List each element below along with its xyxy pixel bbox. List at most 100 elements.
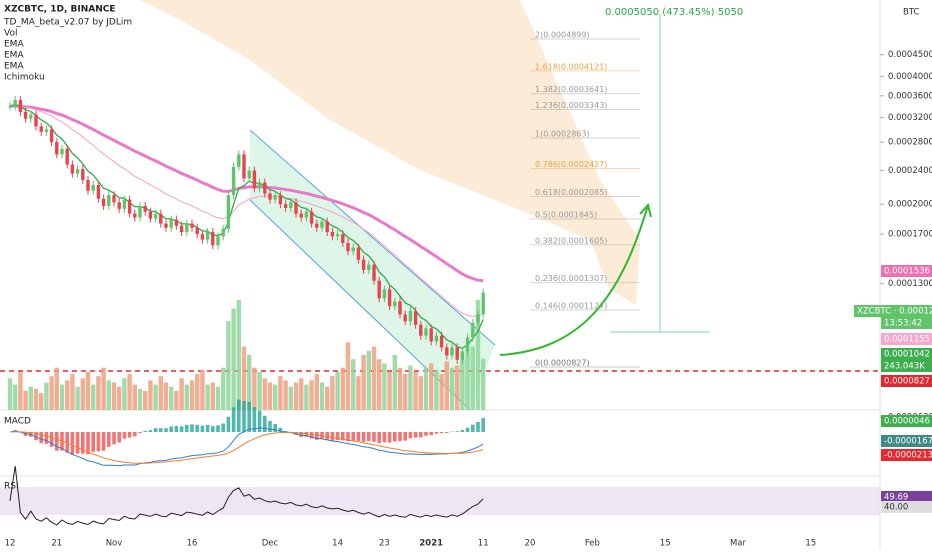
indicator-label: TD_MA_beta_v2.07 by JDLim	[3, 18, 132, 28]
macd-hist	[211, 426, 215, 432]
volume-bar	[361, 355, 365, 410]
volume-bar	[439, 374, 443, 410]
volume-bar	[55, 368, 59, 410]
candle-body	[424, 328, 427, 335]
volume-bar	[273, 385, 277, 410]
volume-bar	[190, 380, 194, 410]
volume-bar	[81, 378, 85, 410]
candle-body	[97, 185, 100, 199]
volume-bar	[252, 368, 256, 410]
volume-bar	[419, 376, 423, 410]
macd-hist	[455, 431, 459, 432]
volume-bar	[8, 378, 12, 410]
candle-body	[123, 200, 126, 209]
candle-body	[206, 232, 209, 240]
macd-hist	[403, 432, 407, 441]
axis-badge-label: 0.0001042	[884, 350, 930, 360]
volume-bar	[330, 376, 334, 410]
x-tick-label: 11	[478, 539, 489, 549]
fib-label: 0.236(0.0001307)	[535, 274, 607, 283]
volume-bar	[18, 372, 22, 410]
volume-bar	[216, 387, 220, 410]
macd-hist	[159, 428, 163, 432]
macd-hist	[273, 424, 277, 432]
indicator-label: EMA	[4, 40, 24, 50]
macd-hist	[242, 401, 246, 432]
macd-hist	[201, 426, 205, 432]
fib-label: 0.5(0.0001845)	[535, 211, 597, 220]
candle-body	[393, 301, 396, 306]
candle-body	[237, 154, 240, 166]
volume-bar	[445, 361, 449, 410]
axis-badge-label: 0.0000046	[884, 417, 930, 427]
candle-body	[456, 347, 459, 359]
candle-body	[55, 142, 58, 154]
x-tick-label: 14	[332, 539, 343, 549]
candle-body	[326, 222, 329, 232]
axis-badge-label: -0.0000167	[884, 437, 932, 447]
candle-body	[471, 323, 474, 338]
axis-badge-label: 13:53:42	[884, 319, 922, 329]
macd-hist	[91, 432, 95, 452]
macd-hist	[377, 432, 381, 443]
volume-bar	[226, 321, 230, 410]
volume-bar	[13, 385, 17, 410]
macd-hist	[164, 428, 168, 432]
macd-hist	[86, 432, 90, 454]
macd-hist	[71, 432, 75, 455]
candle-body	[175, 220, 178, 226]
axis-badge-label: XZCBTC · 0.0001238	[857, 307, 932, 317]
volume-bar	[211, 383, 215, 411]
macd-hist	[429, 432, 433, 435]
macd-hist	[476, 422, 480, 432]
candle-body	[388, 289, 391, 306]
volume-bar	[403, 374, 407, 410]
fib-label: 0.146(0.0001127)	[535, 301, 607, 310]
indicator-label: Ichimoku	[4, 73, 45, 83]
fib-label: 0.382(0.0001605)	[535, 236, 607, 245]
x-tick-label: 2021	[419, 539, 443, 549]
macd-hist	[419, 432, 423, 437]
volume-bar	[39, 393, 43, 410]
y-tick-label: 0.0004000	[888, 72, 932, 82]
volume-bar	[356, 376, 360, 410]
x-tick-label: Dec	[262, 539, 279, 549]
candle-body	[461, 351, 464, 359]
volume-bar	[294, 383, 298, 411]
candle-body	[92, 185, 95, 191]
fib-label: 1.618(0.0004121)	[535, 62, 607, 71]
volume-bar	[107, 380, 111, 410]
axis-badge-label: 243.043K	[884, 362, 925, 372]
title: XZCBTC, 1D, BINANCE	[4, 5, 116, 15]
fib-label: 0.618(0.0002085)	[535, 188, 607, 197]
candle-body	[294, 202, 297, 213]
candle-body	[196, 228, 199, 234]
candle-body	[263, 182, 266, 193]
volume-bar	[200, 370, 204, 410]
macd-hist	[268, 421, 272, 432]
candle-body	[310, 212, 313, 224]
macd-hist	[435, 432, 439, 434]
macd-hist	[206, 425, 210, 432]
volume-bar	[424, 368, 428, 410]
volume-bar	[133, 385, 137, 410]
fib-label: 1.382(0.0003641)	[535, 85, 607, 94]
candle-body	[414, 311, 417, 325]
volume-bar	[372, 347, 376, 410]
volume-bar	[335, 372, 339, 410]
candle-body	[409, 311, 412, 321]
candle-body	[346, 243, 349, 251]
currency: BTC	[903, 8, 920, 18]
volume-bar	[169, 387, 173, 410]
volume-bar	[237, 300, 241, 410]
candle-body	[378, 281, 381, 299]
macd-hist	[112, 432, 116, 444]
x-tick-label: 23	[379, 539, 390, 549]
x-tick-label: 15	[805, 539, 816, 549]
candle-body	[81, 169, 84, 180]
volume-bar	[221, 368, 225, 410]
macd-hist	[232, 407, 236, 432]
macd-hist	[398, 432, 402, 441]
candle-body	[138, 206, 141, 218]
volume-bar	[367, 351, 371, 410]
